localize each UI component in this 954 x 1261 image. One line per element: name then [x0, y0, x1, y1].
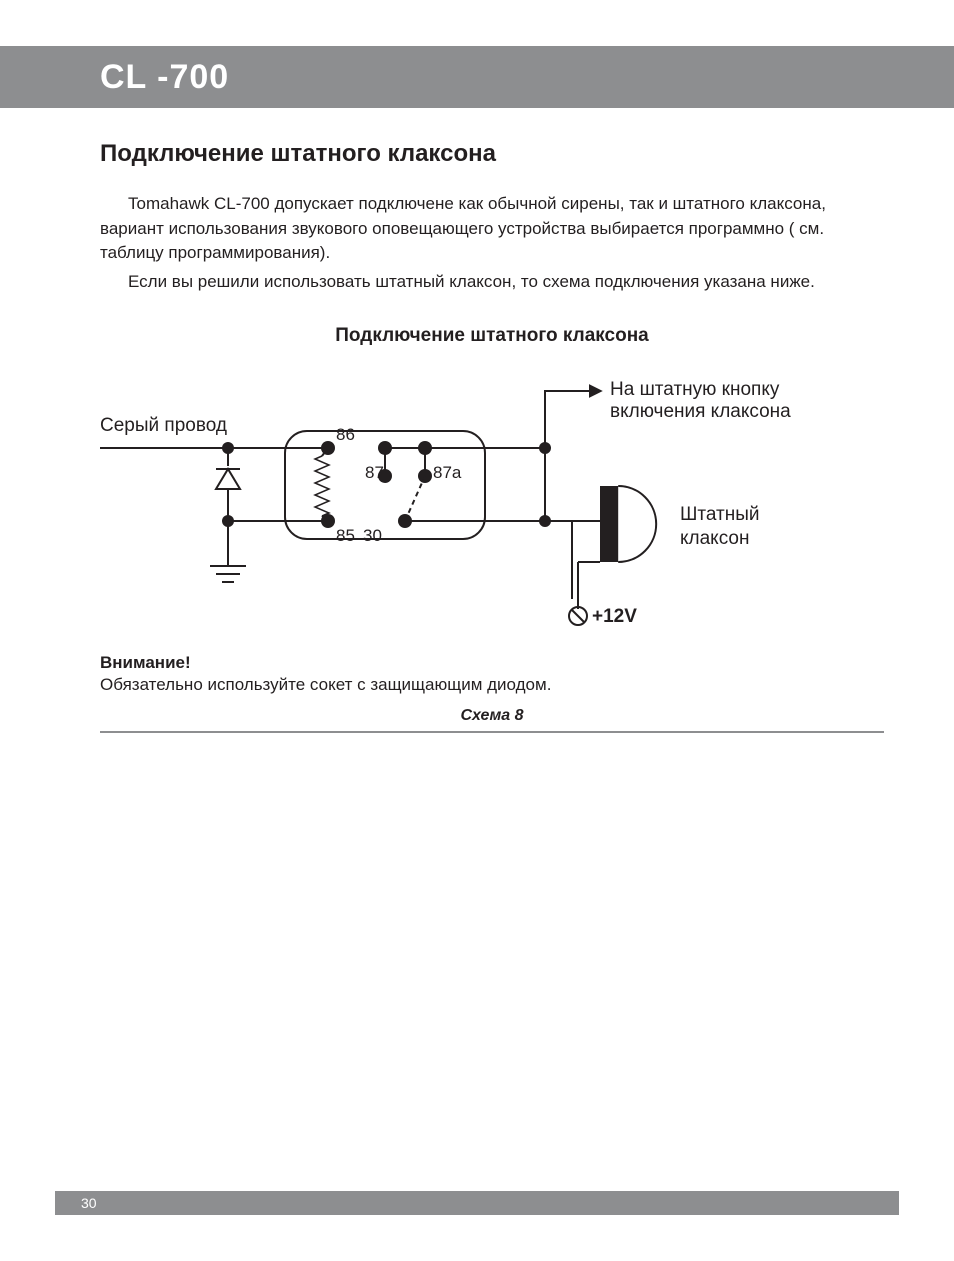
svg-text:включения клаксона: включения клаксона [610, 401, 791, 422]
schematic: Серый провод 86 85 87 87а 30 На штатную кнопку… [100, 361, 884, 641]
warning: Внимание! Обязательно используйте сокет … [100, 653, 884, 695]
page-number: 30 [55, 1191, 899, 1215]
warning-text: Обязательно используйте сокет с защищающ… [100, 675, 884, 695]
warning-title: Внимание! [100, 653, 884, 673]
svg-text:87: 87 [365, 463, 384, 482]
header-bar: CL -700 [0, 46, 954, 108]
svg-text:86: 86 [336, 425, 355, 444]
schematic-svg: Серый провод 86 85 87 87а 30 На штатную кнопку… [100, 361, 884, 641]
diagram-title: Подключение штатного клаксона [100, 325, 884, 347]
content: Подключение штатного клаксона Tomahawk C… [100, 140, 884, 733]
section-title: Подключение штатного клаксона [100, 140, 884, 168]
svg-text:85: 85 [336, 526, 355, 545]
svg-text:На штатную кнопку: На штатную кнопку [610, 379, 780, 400]
page: CL -700 Подключение штатного клаксона To… [0, 0, 954, 1261]
svg-text:Серый провод: Серый провод [100, 415, 227, 436]
svg-text:30: 30 [363, 526, 382, 545]
paragraph-2: Если вы решили использовать штатный клак… [100, 270, 884, 295]
footer-bar: 30 [55, 1191, 899, 1215]
figure-caption: Схема 8 [100, 707, 884, 725]
paragraph-1: Tomahawk CL-700 допускает подключене как… [100, 192, 884, 266]
svg-text:клаксон: клаксон [680, 528, 749, 549]
svg-text:87а: 87а [433, 463, 462, 482]
divider [100, 731, 884, 733]
model-title: CL -700 [0, 46, 954, 108]
svg-text:+12V: +12V [592, 606, 637, 627]
svg-text:Штатный: Штатный [680, 504, 760, 525]
